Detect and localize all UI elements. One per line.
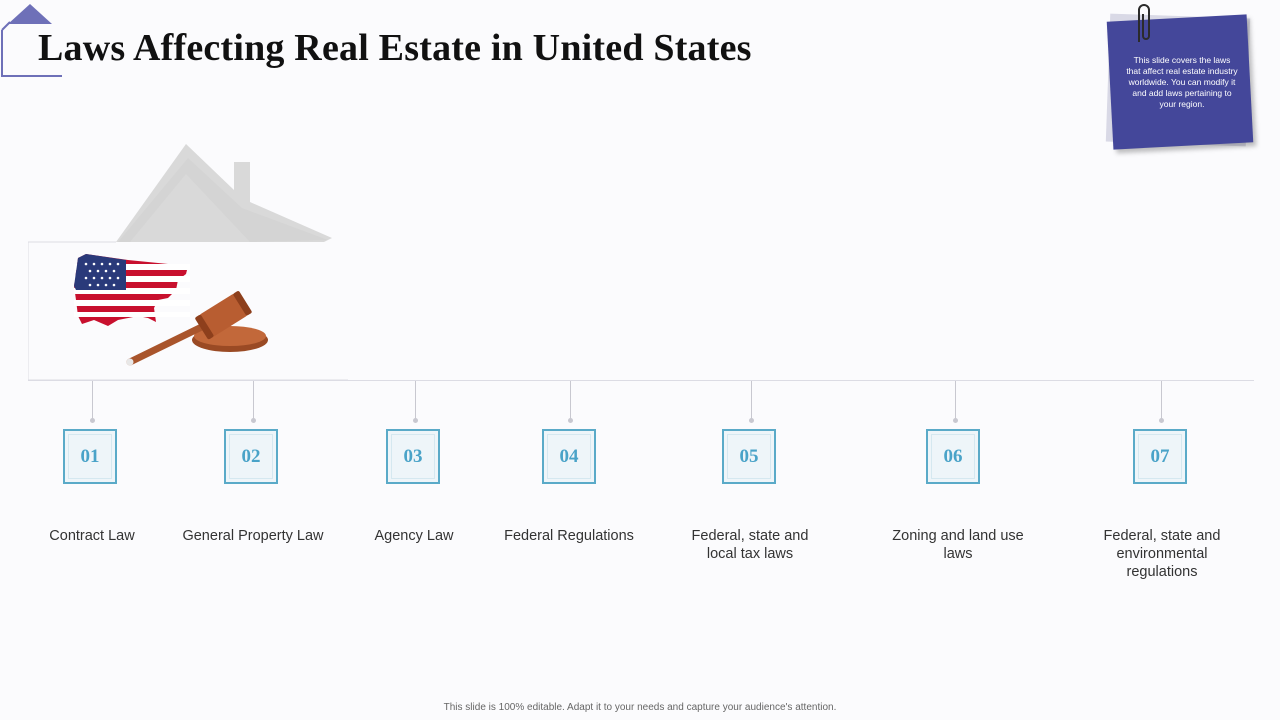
note-text: This slide covers the laws that affect r… [1126, 55, 1238, 109]
connector-05 [749, 381, 754, 423]
num-box-frame [1138, 434, 1182, 479]
law-number: 06 [943, 445, 963, 467]
law-number-box-02: 02 [224, 429, 278, 484]
hero-illustration [28, 144, 348, 381]
footer-note: This slide is 100% editable. Adapt it to… [443, 702, 837, 713]
law-number-box-03: 03 [386, 429, 440, 484]
law-label-03: Agency Law [374, 528, 454, 544]
law-label-01: Contract Law [49, 528, 135, 544]
house-outline-icon [1, 4, 62, 77]
law-number-box-01: 01 [63, 429, 117, 484]
house-roof-icon [116, 144, 332, 242]
law-number: 02 [241, 445, 261, 467]
paperclip-icon [1138, 4, 1150, 42]
law-label-02: General Property Law [182, 528, 324, 544]
num-box-frame [68, 434, 112, 479]
num-box-frame [727, 434, 771, 479]
law-number: 04 [559, 445, 579, 467]
law-label-06: Zoning and land use laws [892, 528, 1024, 562]
law-number: 07 [1150, 445, 1170, 467]
law-label-07: Federal, state and environmental regulat… [1103, 528, 1221, 580]
law-number: 03 [403, 445, 423, 467]
connector-06 [953, 381, 958, 423]
law-number-box-06: 06 [926, 429, 980, 484]
law-number: 01 [80, 445, 100, 467]
connector-02 [251, 381, 256, 423]
connector-04 [568, 381, 573, 423]
timeline-baseline [28, 380, 1254, 381]
num-box-frame [391, 434, 435, 479]
law-number-box-05: 05 [722, 429, 776, 484]
law-number: 05 [739, 445, 759, 467]
num-box-frame [931, 434, 975, 479]
gavel-icon [126, 291, 268, 366]
usa-flag-map-icon [74, 254, 190, 326]
connector-03 [413, 381, 418, 423]
num-box-frame [547, 434, 591, 479]
page-title: Laws Affecting Real Estate in United Sta… [38, 27, 752, 69]
num-box-frame [229, 434, 273, 479]
law-label-04: Federal Regulations [504, 528, 634, 544]
connector-07 [1159, 381, 1164, 423]
sticky-note: This slide covers the laws that affect r… [1104, 4, 1256, 150]
law-number-box-07: 07 [1133, 429, 1187, 484]
connector-01 [90, 381, 95, 423]
law-label-05: Federal, state and local tax laws [691, 528, 809, 562]
law-number-box-04: 04 [542, 429, 596, 484]
